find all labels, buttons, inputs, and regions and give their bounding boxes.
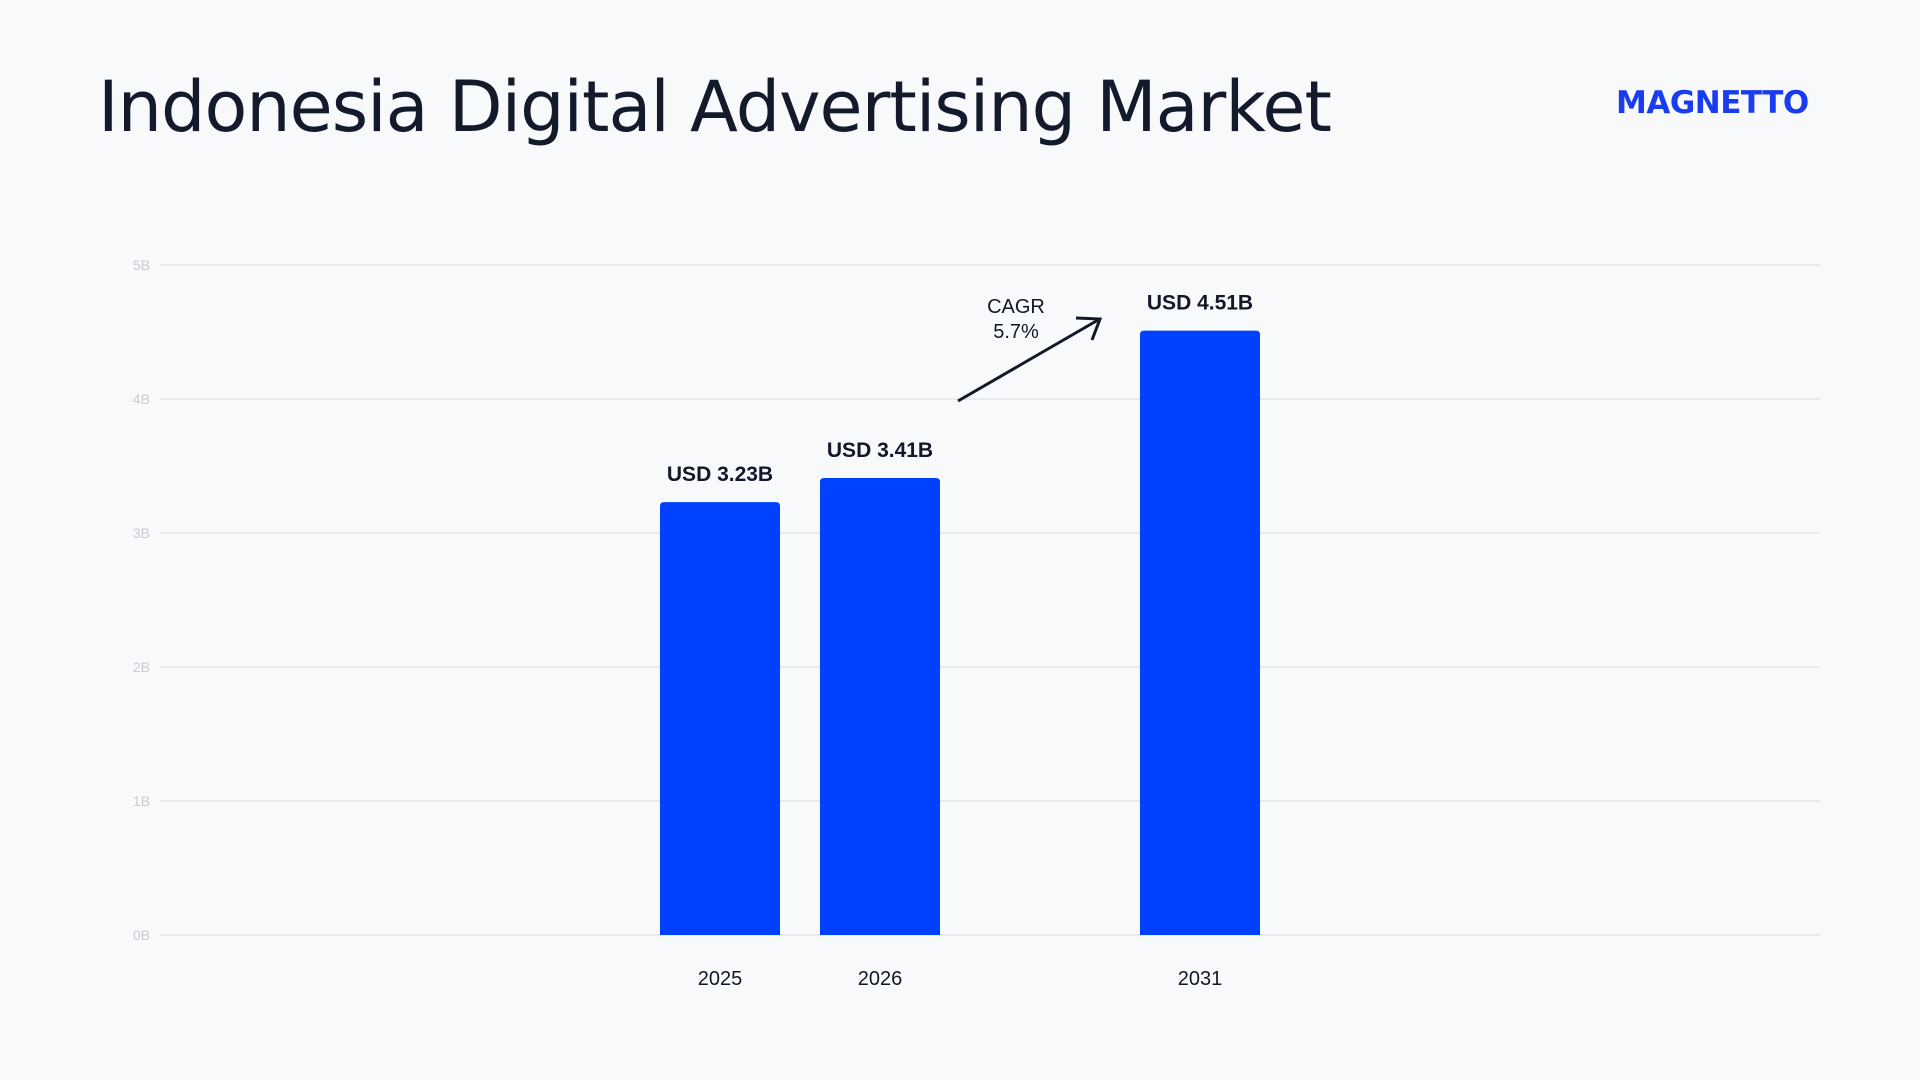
y-tick-label: 3B: [133, 525, 150, 541]
category-label-2025: 2025: [698, 968, 743, 990]
grid-lines: [160, 264, 1820, 936]
y-axis-ticks: 0B 1B 2B 3B 4B 5B: [133, 257, 150, 943]
bars: [660, 330, 1260, 935]
cagr-annotation: CAGR 5.7%: [957, 296, 1103, 403]
y-tick-label: 4B: [133, 391, 150, 407]
bar-2031: [1140, 330, 1260, 935]
cagr-arrow-head: [1075, 316, 1103, 341]
logo-wordmark: MAGNETTO: [1616, 86, 1809, 116]
data-label-2025: USD 3.23B: [667, 463, 773, 486]
y-tick-label: 0B: [133, 927, 150, 943]
page-title: Indonesia Digital Advertising Market: [98, 66, 1332, 148]
data-label-2031: USD 4.51B: [1147, 292, 1253, 315]
y-tick-label: 1B: [133, 793, 150, 809]
cagr-label: CAGR: [987, 296, 1045, 318]
category-label-2031: 2031: [1178, 968, 1223, 990]
magnetto-logo: MAGNETTO: [1616, 86, 1809, 116]
cagr-arrow-shaft: [957, 318, 1099, 403]
data-labels: USD 3.23B USD 3.41B USD 4.51B: [667, 292, 1253, 487]
y-tick-label: 2B: [133, 659, 150, 675]
data-label-2026: USD 3.41B: [827, 439, 933, 462]
category-label-2026: 2026: [858, 968, 903, 990]
x-axis-categories: 2025 2026 2031: [698, 968, 1223, 990]
y-tick-label: 5B: [133, 257, 150, 273]
bar-2026: [820, 478, 940, 935]
bar-2025: [660, 502, 780, 935]
cagr-value: 5.7%: [993, 321, 1039, 343]
